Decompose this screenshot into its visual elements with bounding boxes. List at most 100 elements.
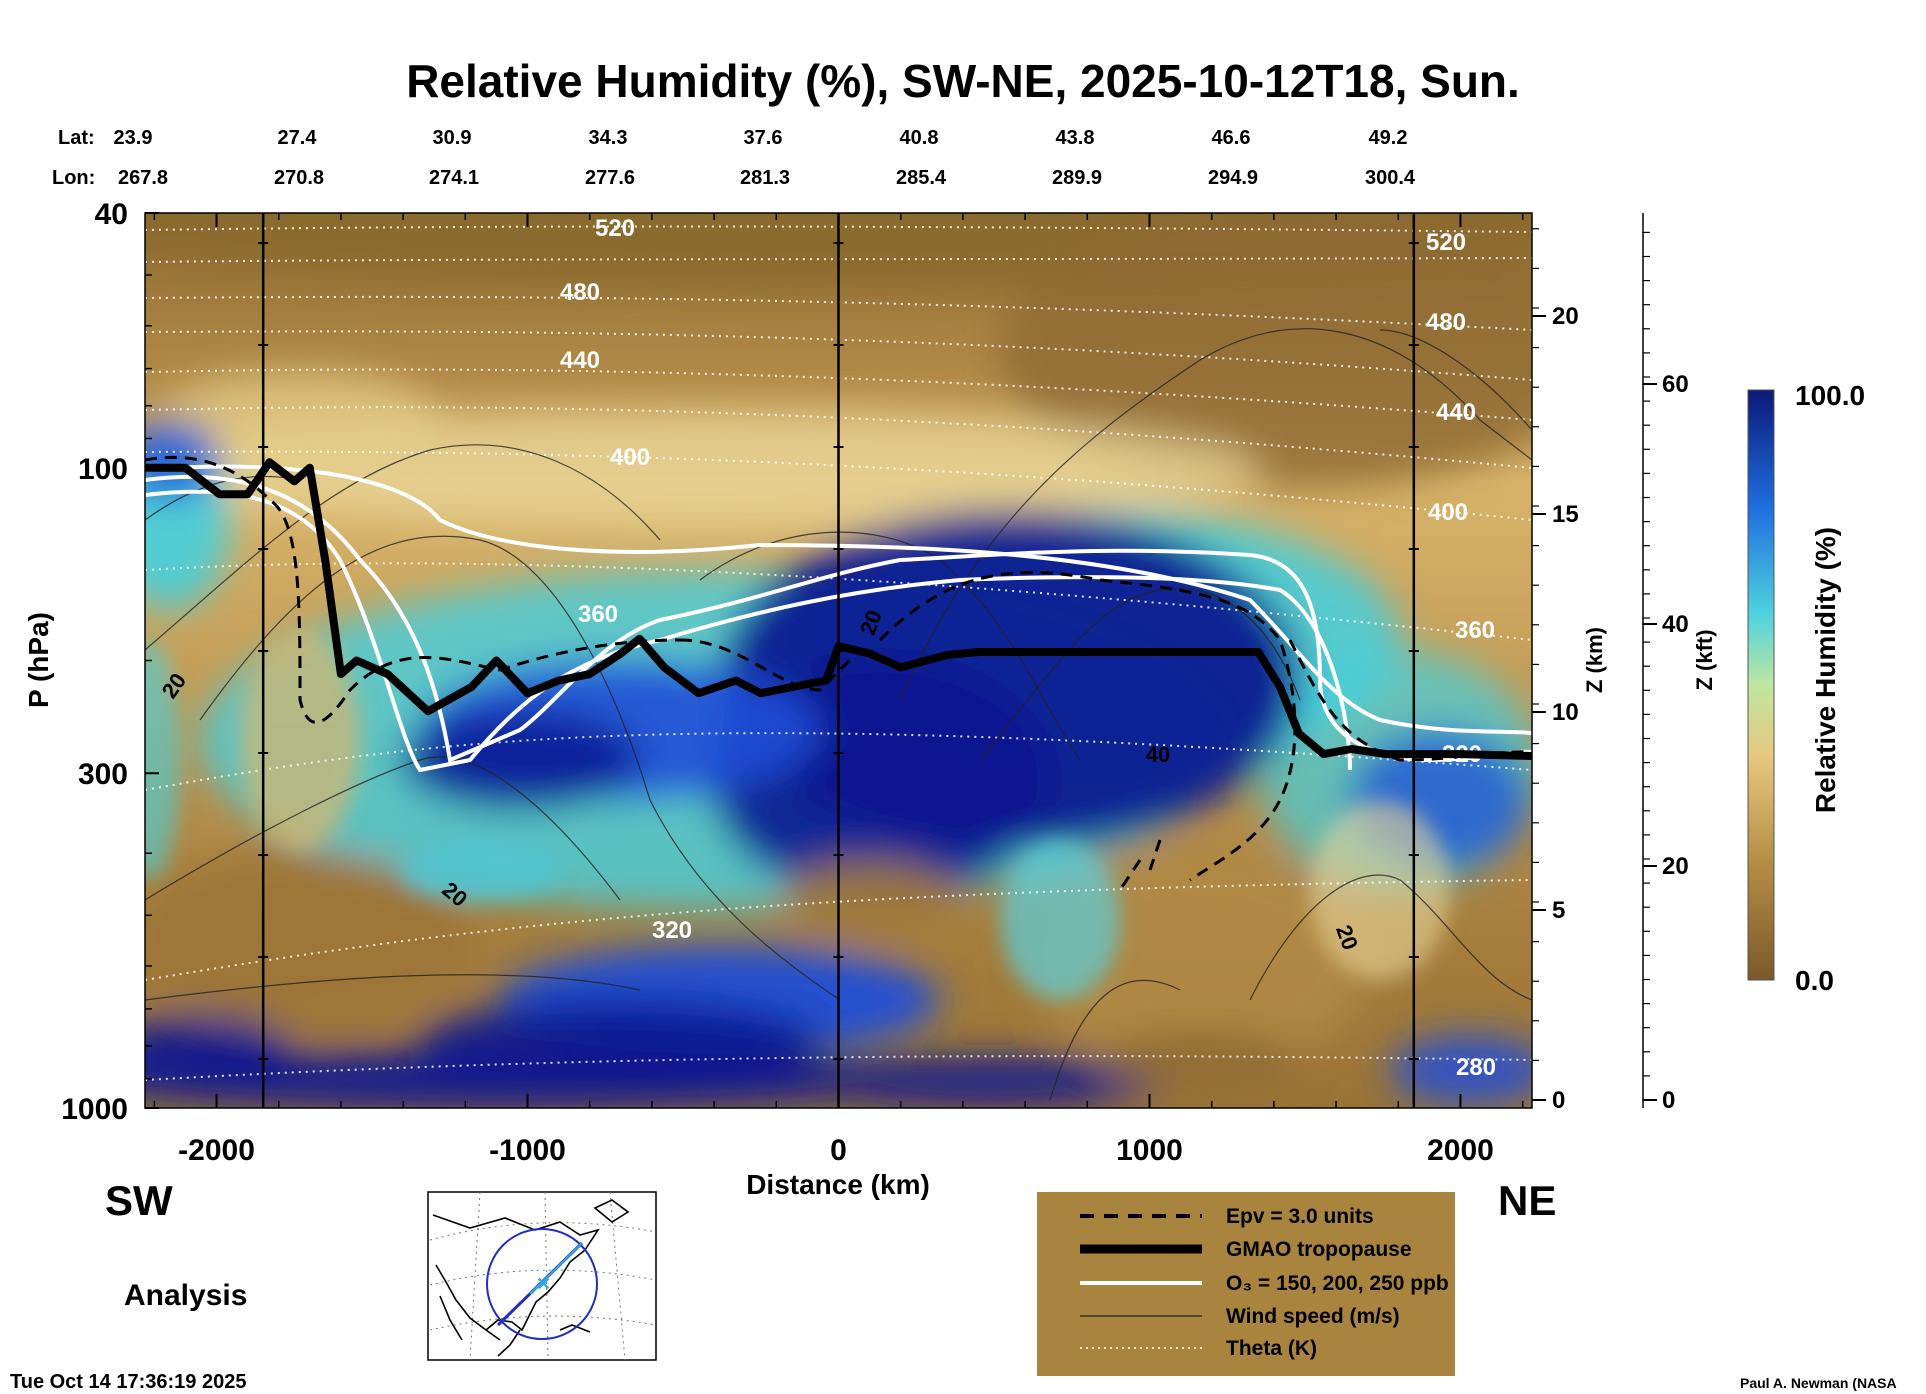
lat-value: 37.6 <box>744 127 783 149</box>
z-km-tick-label: 0 <box>1552 1087 1565 1114</box>
theta-contour <box>145 295 1532 331</box>
rh-dry-ne-strat <box>1000 213 1532 490</box>
colorbar: 100.0 0.0 Relative Humidity (%) <box>1747 380 1865 996</box>
theta-contour <box>145 879 1532 981</box>
y-tick-label: 1000 <box>61 1093 128 1126</box>
timestamp: Tue Oct 14 17:36:19 2025 <box>10 1371 246 1393</box>
legend-label: Epv = 3.0 units <box>1226 1205 1374 1228</box>
wind-speed-contour <box>145 475 301 521</box>
lat-value: 46.6 <box>1212 127 1251 149</box>
lat-value: 40.8 <box>900 127 939 149</box>
rh-blue-boundary-ne <box>1390 1035 1532 1105</box>
wind-speed-contour <box>899 328 1532 701</box>
colorbar-title: Relative Humidity (%) <box>1810 527 1841 813</box>
rh-cream-sw <box>160 370 440 470</box>
wind-speed-contour <box>145 756 621 901</box>
lon-value: 277.6 <box>585 167 635 189</box>
theta-label: 480 <box>560 279 600 306</box>
lon-value: 267.8 <box>118 167 168 189</box>
lon-value: 289.9 <box>1052 167 1102 189</box>
map-center-marker-icon: ✕ <box>536 1274 551 1294</box>
rh-cyan-sw-col <box>145 640 180 880</box>
rh-cyan-small-1 <box>400 840 560 900</box>
theta-label: 440 <box>560 347 600 374</box>
z-kft-tick-label: 40 <box>1662 611 1689 638</box>
z-kft-tick-label: 20 <box>1662 853 1689 880</box>
wind-speed-contour <box>699 531 1081 761</box>
locator-map: ✕ <box>427 1191 657 1361</box>
ozone-contour <box>145 464 1532 735</box>
z-kft-label: Z (kft) <box>1692 629 1717 690</box>
legend-label: Wind speed (m/s) <box>1226 1305 1400 1328</box>
map-section-line-highlight <box>529 1242 583 1295</box>
theta-label: 360 <box>1455 617 1495 644</box>
legend: Epv = 3.0 units GMAO tropopause O₃ = 150, … <box>1037 1192 1455 1376</box>
rh-navy-left <box>400 710 640 810</box>
lat-value: 43.8 <box>1056 127 1095 149</box>
colorbar-max-label: 100.0 <box>1795 380 1865 411</box>
theta-contour <box>145 450 1532 521</box>
sw-label: SW <box>105 1177 173 1224</box>
rh-blobs-detail <box>145 630 1450 1000</box>
rh-dry-sw-mid <box>145 850 470 1030</box>
x-tick-label: -1000 <box>489 1134 566 1167</box>
x-axis: -2000 -1000 0 1000 2000 <box>153 213 1524 1167</box>
y-tick-label: 300 <box>78 758 128 791</box>
lon-value: 270.8 <box>274 167 324 189</box>
lat-value: 30.9 <box>433 127 472 149</box>
theta-contour <box>145 225 1532 233</box>
epv-contour <box>1118 839 1162 891</box>
map-coastline <box>432 1199 630 1357</box>
colorbar-min-label: 0.0 <box>1795 965 1834 996</box>
theta-label: 440 <box>1436 399 1476 426</box>
z-kft-axis: 0 20 40 60 <box>1642 213 1689 1114</box>
lon-value: 274.1 <box>429 167 479 189</box>
gmao-tropopause-line <box>145 458 1533 760</box>
lat-value: 49.2 <box>1369 127 1408 149</box>
wind-speed-contour <box>145 974 641 1001</box>
lon-value: 281.3 <box>740 167 790 189</box>
epv-contour <box>145 455 681 724</box>
rh-cream-small <box>1310 800 1450 980</box>
rh-dry-boundary-ne <box>1100 1030 1300 1090</box>
wind-speed-contour <box>1249 874 1532 1001</box>
wind-speed-contour <box>1379 329 1532 431</box>
epv-contour <box>679 638 852 692</box>
rh-tan-sw-col <box>240 630 360 850</box>
x-tick-label: 2000 <box>1427 1134 1494 1167</box>
z-km-label: Z (km) <box>1582 627 1607 693</box>
theta-contour <box>145 368 1532 421</box>
rh-cyan-small-2 <box>1000 840 1120 1000</box>
lon-value: 300.4 <box>1365 167 1416 189</box>
wind-speed-contour <box>145 444 661 651</box>
z-km-tick-label: 5 <box>1552 897 1565 924</box>
legend-label: Theta (K) <box>1226 1337 1317 1360</box>
lon-label: Lon: <box>52 167 95 189</box>
legend-label: O₃ = 150, 200, 250 ppb <box>1226 1272 1449 1295</box>
y-tick-label: 100 <box>78 453 128 486</box>
theta-contour <box>145 1055 1532 1081</box>
rh-navy-boundary-sw <box>145 1015 290 1085</box>
wind-speed-label: 40 <box>1146 742 1170 767</box>
theta-contour <box>145 330 1532 381</box>
rh-navy-boundary-2 <box>810 1057 1170 1107</box>
ne-label: NE <box>1498 1177 1556 1224</box>
z-km-tick-label: 10 <box>1552 699 1579 726</box>
credit: Paul A. Newman (NASA <box>1740 1375 1897 1391</box>
theta-label: 360 <box>578 601 618 628</box>
lat-label: Lat: <box>58 127 95 149</box>
z-km-tick-label: 15 <box>1552 501 1579 528</box>
theta-label: 520 <box>595 215 635 242</box>
chart-title: Relative Humidity (%), SW-NE, 2025-10-12… <box>406 55 1520 107</box>
theta-label: 400 <box>1428 499 1468 526</box>
x-tick-label: 1000 <box>1116 1134 1183 1167</box>
theta-contour <box>145 257 1532 263</box>
y-axis: 40 100 300 1000 <box>61 198 159 1126</box>
theta-label: 280 <box>1456 1054 1496 1081</box>
y-axis-label: P (hPa) <box>23 612 54 708</box>
rh-navy-boundary <box>145 1050 920 1108</box>
theta-label: 480 <box>1426 309 1466 336</box>
x-tick-label: 0 <box>830 1134 847 1167</box>
y-tick-label: 40 <box>95 198 128 231</box>
